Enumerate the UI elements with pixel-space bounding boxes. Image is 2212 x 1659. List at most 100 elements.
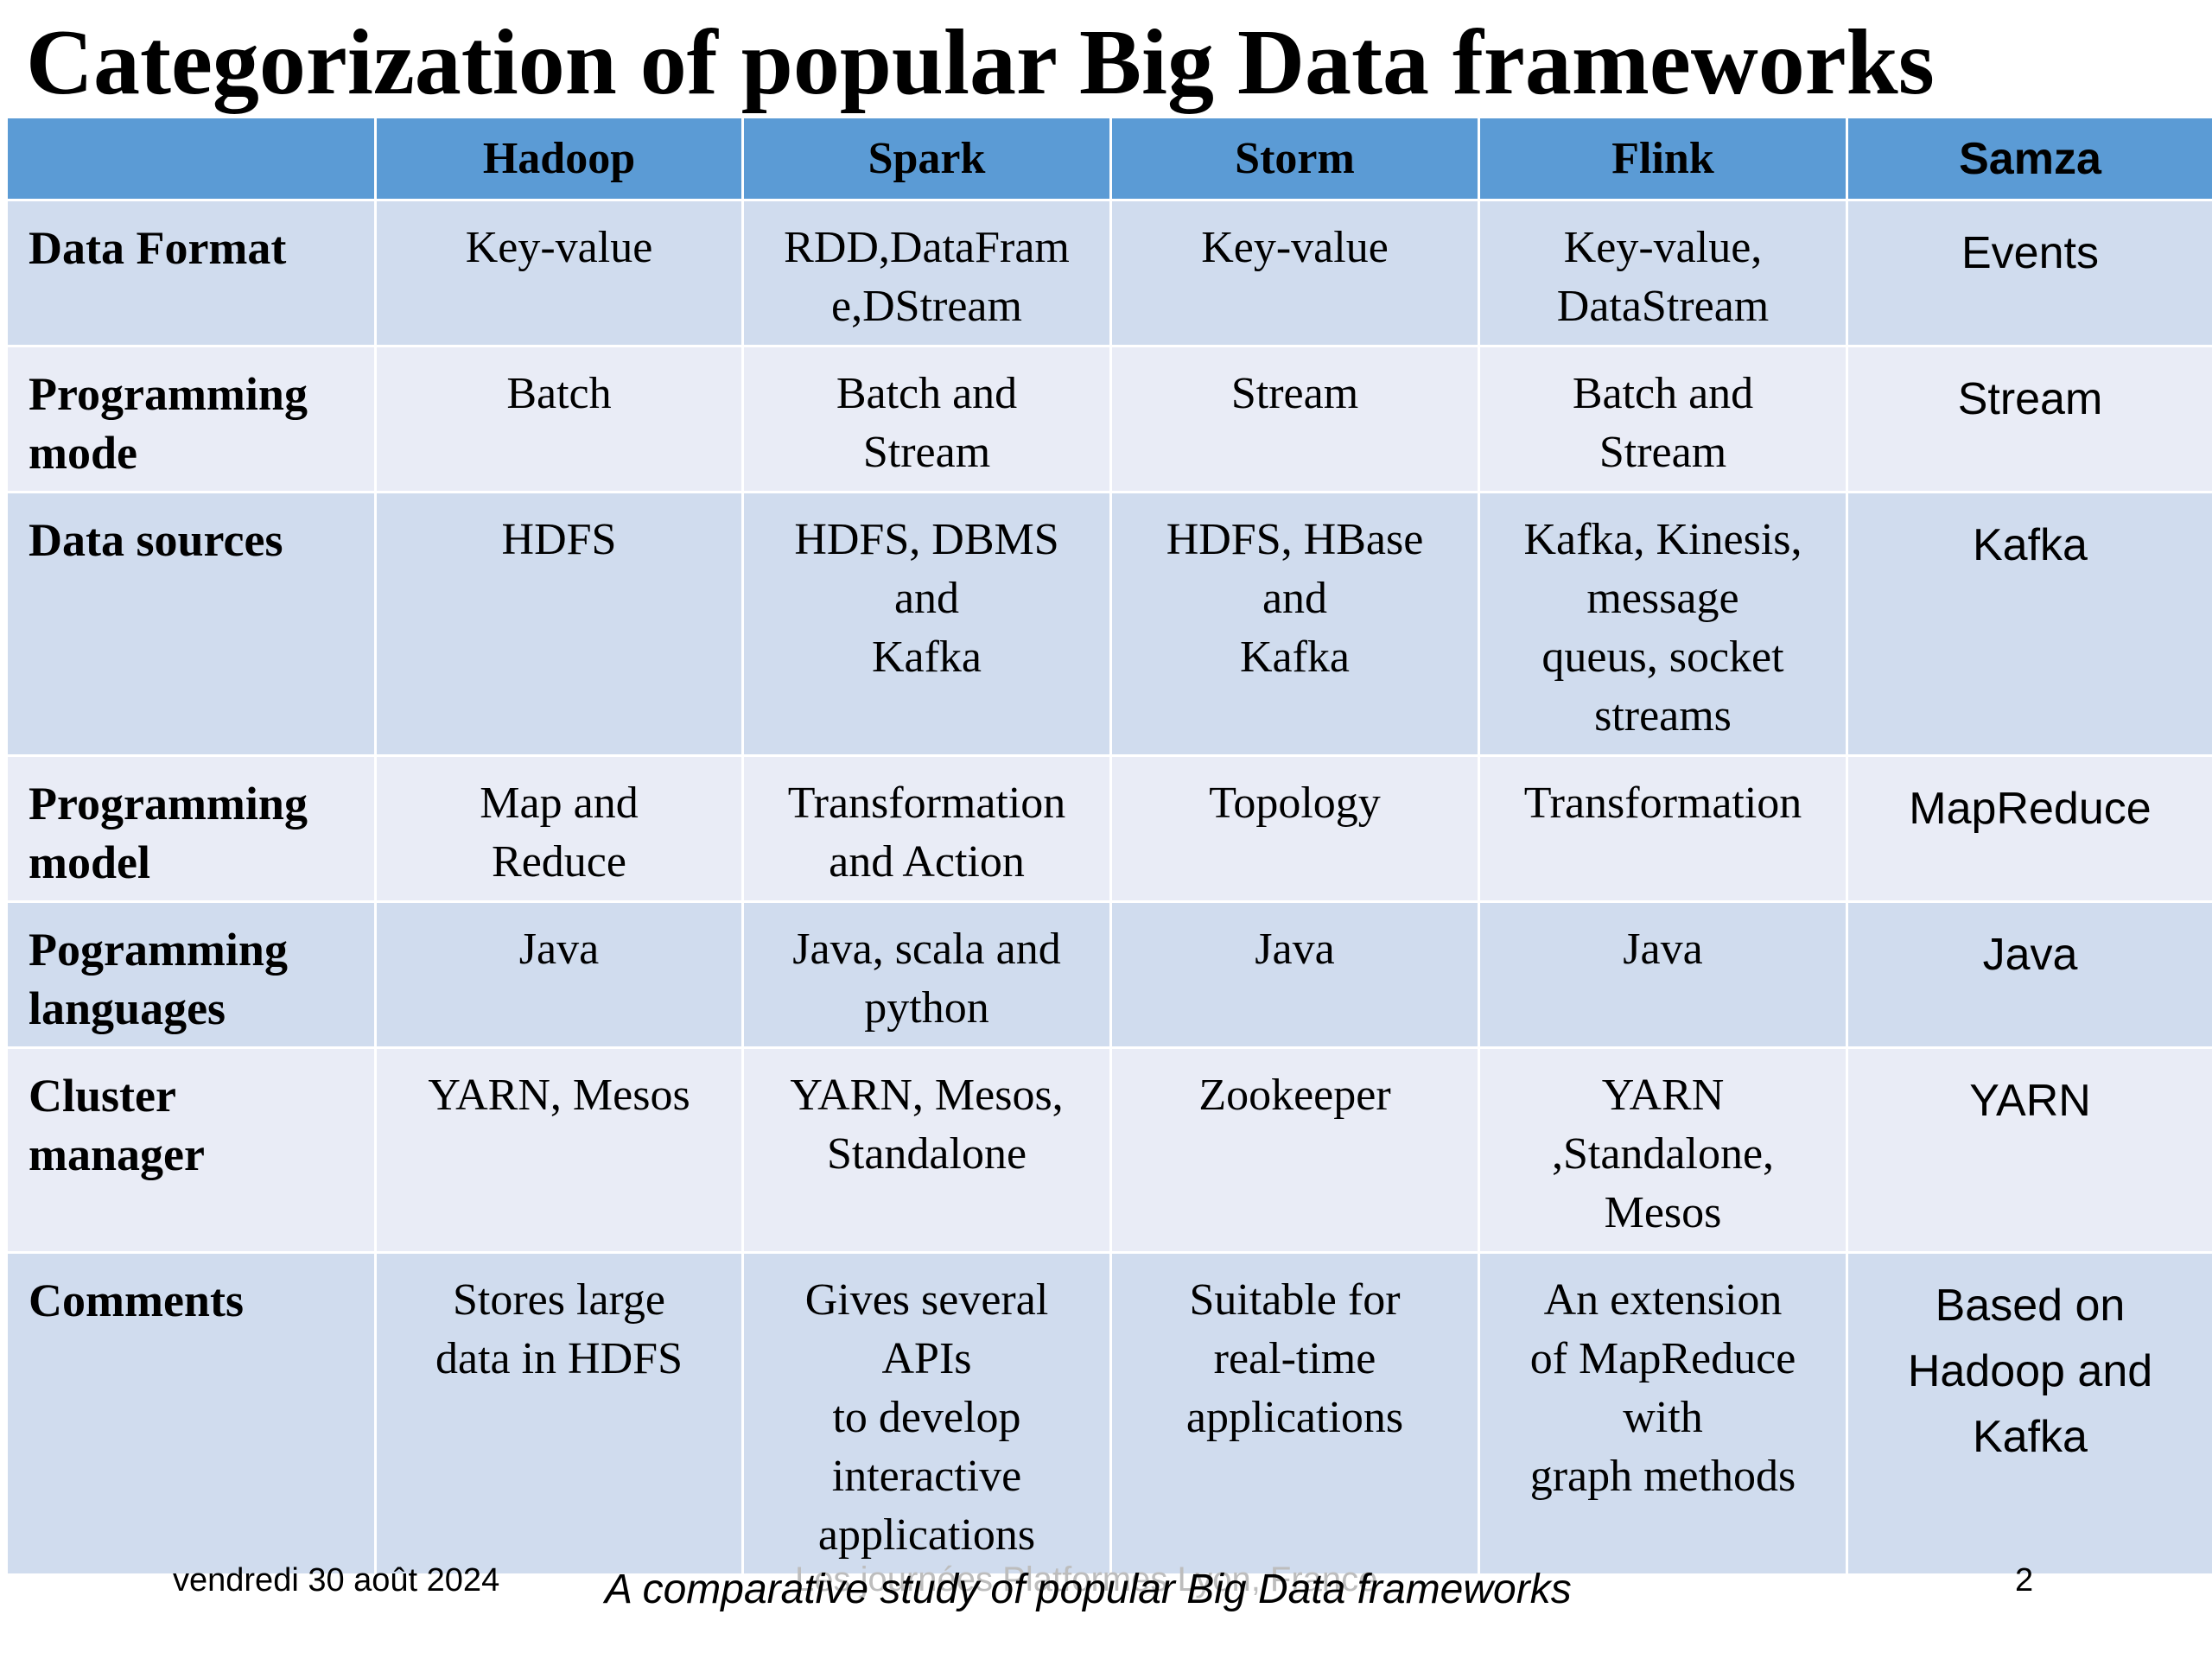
footer-ghost-text: Les journées Platformes Lyon, France bbox=[795, 1560, 1378, 1599]
cell-line: Kafka bbox=[1973, 520, 2088, 570]
cell-line: and bbox=[893, 574, 960, 623]
cell-line: message bbox=[1586, 574, 1739, 623]
cell-line: YARN bbox=[1601, 1071, 1725, 1120]
row-label-line: Comments bbox=[29, 1274, 244, 1326]
cell-samza: Java bbox=[1846, 900, 2212, 1049]
cell-line: YARN, Mesos, bbox=[790, 1071, 1064, 1120]
cell-flink: Transformation bbox=[1478, 754, 1848, 903]
cell-line: Map and bbox=[480, 779, 639, 828]
cell-line: Stream bbox=[862, 428, 991, 477]
cell-line: Kafka bbox=[871, 632, 982, 682]
cell-line: data in HDFS bbox=[435, 1334, 683, 1383]
row-label-line: model bbox=[29, 836, 150, 888]
cell-spark: Gives several APIs to develop interactive ap… bbox=[741, 1251, 1112, 1576]
cell-line: HDFS bbox=[501, 515, 617, 564]
cell-spark: Java, scala and python bbox=[741, 900, 1112, 1049]
table-header-row: Hadoop Spark Storm Flink Samza bbox=[5, 116, 2212, 201]
cell-storm: Zookeeper bbox=[1109, 1046, 1480, 1254]
cell-line: Reduce bbox=[492, 837, 626, 887]
row-label-line: languages bbox=[29, 982, 226, 1034]
cell-storm: Stream bbox=[1109, 345, 1480, 493]
cell-spark: Batch and Stream bbox=[741, 345, 1112, 493]
cell-storm: HDFS, HBase and Kafka bbox=[1109, 491, 1480, 757]
table-row: Cluster manager YARN, Mesos YARN, Mesos, Sta… bbox=[5, 1046, 2212, 1254]
cell-flink: Java bbox=[1478, 900, 1848, 1049]
cell-line: Suitable for bbox=[1189, 1275, 1401, 1325]
cell-samza: Kafka bbox=[1846, 491, 2212, 757]
cell-line: and Action bbox=[829, 837, 1025, 887]
cell-line: Stores large bbox=[453, 1275, 665, 1325]
cell-samza: Based on Hadoop and Kafka bbox=[1846, 1251, 2212, 1576]
cell-line: Kafka bbox=[1973, 1412, 2088, 1462]
cell-line: HDFS, HBase bbox=[1166, 515, 1424, 564]
cell-line: DataStream bbox=[1556, 282, 1770, 331]
cell-line: YARN bbox=[1969, 1076, 2091, 1126]
row-label: Comments bbox=[5, 1251, 377, 1576]
cell-storm: Key-value bbox=[1109, 199, 1480, 347]
cell-line: graph methods bbox=[1529, 1452, 1796, 1501]
cell-flink: YARN ,Standalone, Mesos bbox=[1478, 1046, 1848, 1254]
cell-line: Batch bbox=[506, 369, 612, 418]
cell-spark: YARN, Mesos, Standalone bbox=[741, 1046, 1112, 1254]
cell-spark: HDFS, DBMS and Kafka bbox=[741, 491, 1112, 757]
row-label: Cluster manager bbox=[5, 1046, 377, 1254]
table-row: Comments Stores large data in HDFS Gives se… bbox=[5, 1251, 2212, 1576]
table-row: Programming model Map and Reduce Transformat… bbox=[5, 754, 2212, 903]
cell-line: Java, scala and bbox=[792, 925, 1061, 974]
cell-hadoop: HDFS bbox=[374, 491, 744, 757]
cell-line: and bbox=[1262, 574, 1328, 623]
cell-storm: Topology bbox=[1109, 754, 1480, 903]
cell-hadoop: Map and Reduce bbox=[374, 754, 744, 903]
cell-samza: Events bbox=[1846, 199, 2212, 347]
cell-line: of MapReduce bbox=[1529, 1334, 1796, 1383]
cell-line: python bbox=[864, 983, 989, 1033]
cell-line: Mesos bbox=[1604, 1188, 1722, 1237]
footer-caption: A comparative study of popular Big Data … bbox=[605, 1567, 1572, 1612]
table-row: Data Format Key-value RDD,DataFram e,DStrea… bbox=[5, 199, 2212, 347]
table-body: Data Format Key-value RDD,DataFram e,DStrea… bbox=[5, 199, 2212, 1576]
cell-line: Key-value bbox=[465, 223, 653, 272]
cell-line: Stream bbox=[1230, 369, 1359, 418]
frameworks-table: Hadoop Spark Storm Flink Samza Data Form… bbox=[5, 116, 2212, 1576]
cell-hadoop: Batch bbox=[374, 345, 744, 493]
page-number: 2 bbox=[2015, 1562, 2034, 1599]
cell-line: Kafka, Kinesis, bbox=[1523, 515, 1802, 564]
cell-storm: Suitable for real-time applications bbox=[1109, 1251, 1480, 1576]
row-label: Programming model bbox=[5, 754, 377, 903]
cell-line: real-time bbox=[1213, 1334, 1376, 1383]
cell-hadoop: YARN, Mesos bbox=[374, 1046, 744, 1254]
cell-line: Transformation bbox=[787, 779, 1066, 828]
row-label: Data sources bbox=[5, 491, 377, 757]
cell-line: YARN, Mesos bbox=[428, 1071, 690, 1120]
cell-line: Java bbox=[1255, 925, 1335, 974]
cell-line: Java bbox=[1982, 930, 2078, 980]
cell-line: Events bbox=[1961, 228, 2099, 278]
cell-flink: An extension of MapReduce with graph method… bbox=[1478, 1251, 1848, 1576]
cell-flink: Batch and Stream bbox=[1478, 345, 1848, 493]
cell-line: queus, socket bbox=[1541, 632, 1784, 682]
cell-line: Hadoop and bbox=[1907, 1346, 2153, 1396]
row-label-line: Data sources bbox=[29, 514, 283, 566]
cell-line: HDFS, DBMS bbox=[794, 515, 1059, 564]
table-row: Programming mode Batch Batch and Stream Strea… bbox=[5, 345, 2212, 493]
cell-hadoop: Stores large data in HDFS bbox=[374, 1251, 744, 1576]
slide-title: Categorization of popular Big Data frame… bbox=[26, 11, 1935, 114]
footer-date: vendredi 30 août 2024 bbox=[173, 1562, 500, 1599]
cell-line: streams bbox=[1594, 691, 1732, 741]
cell-line: Java bbox=[1623, 925, 1703, 974]
cell-line: Java bbox=[518, 925, 600, 974]
cell-line: Gives several bbox=[804, 1275, 1049, 1325]
cell-samza: YARN bbox=[1846, 1046, 2212, 1254]
cell-line: Topology bbox=[1209, 779, 1381, 828]
cell-line: Standalone bbox=[826, 1129, 1027, 1179]
cell-flink: Kafka, Kinesis, message queus, socket strea… bbox=[1478, 491, 1848, 757]
cell-line: RDD,DataFram bbox=[784, 223, 1070, 272]
cell-line: Batch and bbox=[1572, 369, 1754, 418]
cell-line: Based on bbox=[1935, 1281, 2126, 1331]
cell-hadoop: Key-value bbox=[374, 199, 744, 347]
cell-line: Batch and bbox=[836, 369, 1018, 418]
cell-line: Transformation bbox=[1523, 779, 1802, 828]
row-label: Data Format bbox=[5, 199, 377, 347]
cell-line: ,Standalone, bbox=[1551, 1129, 1775, 1179]
